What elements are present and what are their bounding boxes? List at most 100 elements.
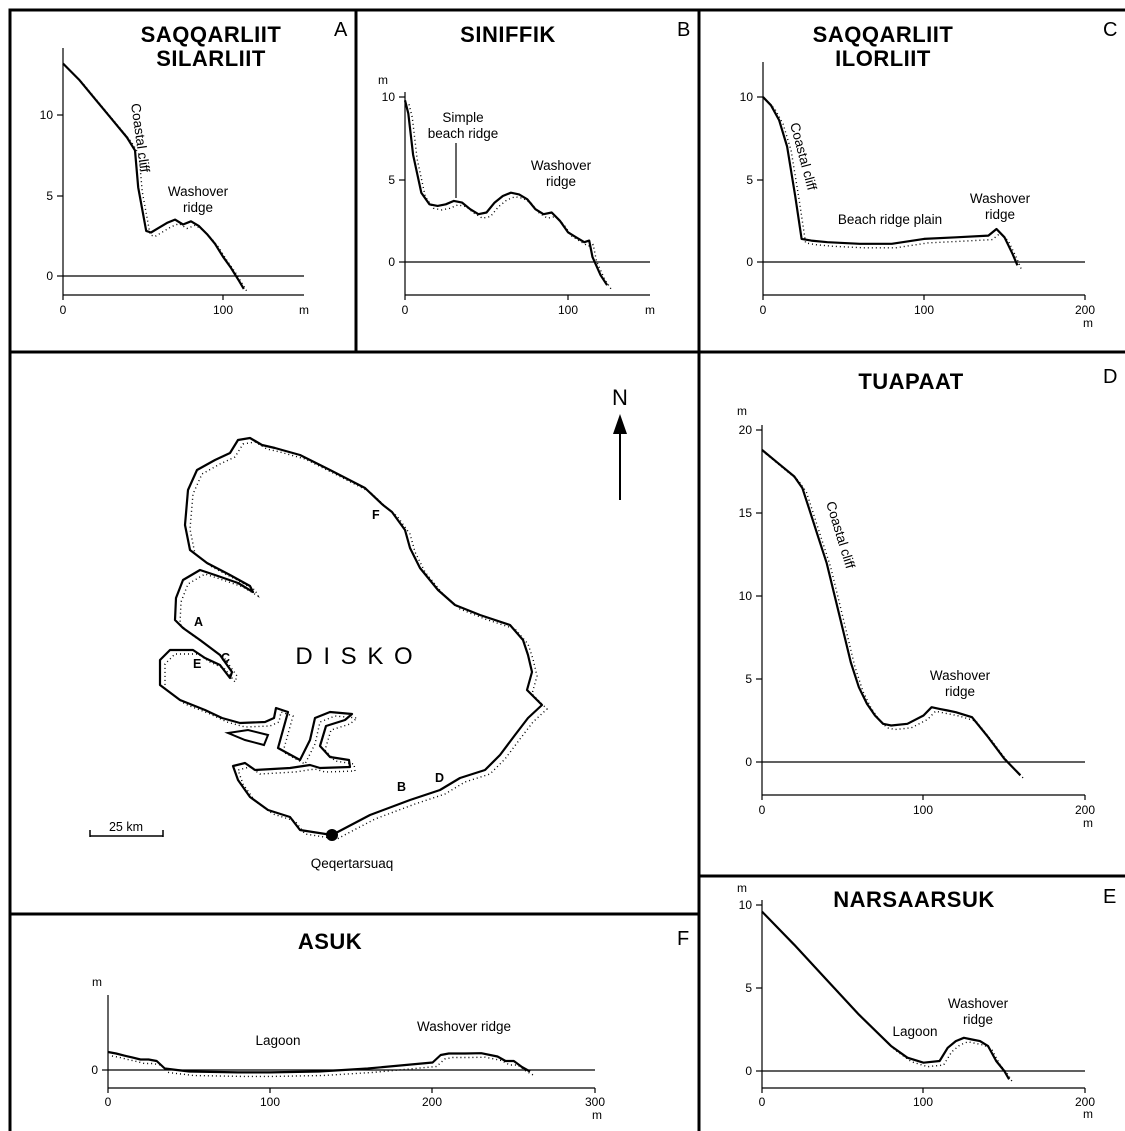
panel-a-title-line-2: SILARLIIT <box>156 46 266 71</box>
panel-b-label-ridge: ridge <box>546 174 576 189</box>
panel-d-profile-stipple <box>765 453 1025 780</box>
panel-e-y-tick-10: 10 <box>739 898 753 912</box>
panel-f-x-tick-300: 300 <box>585 1095 605 1109</box>
panel-a-profile-stipple <box>66 67 249 294</box>
panel-d-label-ridge: ridge <box>945 684 975 699</box>
panel-a-label-coastal-cliff: Coastal cliff <box>128 102 153 173</box>
panel-e-x-tick-200: 200 <box>1075 1095 1095 1109</box>
scale-bar <box>89 830 164 837</box>
panel-d-y-tick-20: 20 <box>739 423 753 437</box>
panel-c-y-tick-10: 10 <box>740 90 754 104</box>
panel-f-x-tick-0: 0 <box>105 1095 112 1109</box>
panel-c-label-beach-ridge-plain: Beach ridge plain <box>838 212 942 227</box>
panel-b-profile-line <box>403 100 609 286</box>
panel-c-title-line-1: SAQQARLIIT <box>813 22 954 47</box>
panel-e-y-unit: m <box>737 881 747 895</box>
panel-c-x-tick-0: 0 <box>760 303 767 317</box>
panel-b: SINIFFIK B m 10 5 0 0 100 m Simple beach… <box>378 19 690 317</box>
north-label: N <box>612 385 628 410</box>
panel-d-x-tick-0: 0 <box>759 803 766 817</box>
panel-b-y-tick-10: 10 <box>382 90 396 104</box>
panel-a-profile-line <box>62 62 245 290</box>
panel-e-x-unit: m <box>1083 1107 1093 1121</box>
disko-island-outline <box>158 436 549 840</box>
town-label: Qeqertarsuaq <box>311 856 394 871</box>
panel-d-axes <box>756 425 1086 800</box>
panel-b-x-tick-100: 100 <box>558 303 578 317</box>
panel-b-label-washover: Washover <box>531 158 592 173</box>
panel-a-x-tick-100: 100 <box>213 303 233 317</box>
panel-f-x-tick-100: 100 <box>260 1095 280 1109</box>
panel-e-x-tick-0: 0 <box>759 1095 766 1109</box>
panel-d-y-tick-10: 10 <box>739 589 753 603</box>
panel-f: ASUK F m 0 0 100 200 300 m Lagoon Washov… <box>91 928 689 1122</box>
panel-d-profile-line <box>761 449 1022 777</box>
panel-c-x-tick-100: 100 <box>914 303 934 317</box>
panel-c-y-tick-0: 0 <box>746 255 753 269</box>
panel-b-label-beach-ridge: beach ridge <box>428 126 499 141</box>
town-dot-icon <box>326 829 338 841</box>
panel-e-x-tick-100: 100 <box>913 1095 933 1109</box>
panel-frames <box>8 8 1125 1131</box>
panel-c-y-tick-5: 5 <box>746 173 753 187</box>
panel-c-label-washover: Washover <box>970 191 1031 206</box>
panel-d-y-tick-0: 0 <box>745 755 752 769</box>
panel-e-y-tick-0: 0 <box>745 1064 752 1078</box>
panel-e-profile-line <box>761 910 1011 1080</box>
panel-b-y-tick-0: 0 <box>388 255 395 269</box>
panel-f-profile-line <box>107 1050 531 1074</box>
panel-d-y-unit: m <box>737 404 747 418</box>
panel-e-letter: E <box>1103 886 1116 908</box>
panel-b-label-simple: Simple <box>442 110 483 125</box>
panel-f-title: ASUK <box>298 929 362 954</box>
panel-d-letter: D <box>1103 366 1117 388</box>
panel-c-axes <box>757 62 1086 300</box>
scale-label: 25 km <box>109 820 143 834</box>
panel-a-label-washover: Washover <box>168 184 229 199</box>
panel-b-title: SINIFFIK <box>460 22 556 47</box>
panel-c-x-tick-200: 200 <box>1075 303 1095 317</box>
panel-e-label-washover: Washover <box>948 996 1009 1011</box>
panel-f-axes <box>102 995 596 1093</box>
panel-d-x-tick-100: 100 <box>913 803 933 817</box>
panel-c: SAQQARLIIT ILORLIIT C 10 5 0 0 100 200 m… <box>740 19 1118 330</box>
map-panel: N D I S K O A B C D E F Qeqertarsuaq 25 … <box>89 385 628 871</box>
panel-e-title: NARSAARSUK <box>833 887 994 912</box>
north-arrow-icon <box>613 414 627 500</box>
panel-e-y-tick-5: 5 <box>745 981 752 995</box>
panel-d-y-tick-5: 5 <box>745 672 752 686</box>
map-marker-f: F <box>372 508 380 522</box>
panel-a-y-tick-5: 5 <box>46 189 53 203</box>
panel-a-axes <box>57 48 304 300</box>
panel-a: SAQQARLIIT SILARLIIT A 10 5 0 0 100 m Co… <box>40 19 348 317</box>
panel-d-title: TUAPAAT <box>858 369 963 394</box>
panel-d-label-washover: Washover <box>930 668 991 683</box>
panel-a-y-tick-10: 10 <box>40 108 54 122</box>
panel-a-x-unit: m <box>299 303 309 317</box>
island-label: D I S K O <box>295 643 414 670</box>
panel-a-letter: A <box>334 19 348 41</box>
panel-b-x-tick-0: 0 <box>402 303 409 317</box>
panel-f-y-unit: m <box>92 975 102 989</box>
map-marker-b: B <box>397 780 406 794</box>
panel-b-y-tick-5: 5 <box>388 173 395 187</box>
map-marker-a: A <box>194 615 203 629</box>
panel-f-letter: F <box>677 928 689 950</box>
panel-c-label-ridge: ridge <box>985 207 1015 222</box>
panel-f-x-tick-200: 200 <box>422 1095 442 1109</box>
panel-a-y-tick-0: 0 <box>46 269 53 283</box>
panel-b-profile-stipple <box>408 104 612 290</box>
map-marker-c: C <box>221 651 230 665</box>
map-marker-d: D <box>435 771 444 785</box>
panel-a-label-ridge: ridge <box>183 200 213 215</box>
panel-a-title-line-1: SAQQARLIIT <box>141 22 282 47</box>
panel-c-x-unit: m <box>1083 316 1093 330</box>
panel-d-y-tick-15: 15 <box>739 506 753 520</box>
panel-a-x-tick-0: 0 <box>60 303 67 317</box>
panel-f-x-unit: m <box>592 1108 602 1122</box>
panel-c-profile-line <box>762 96 1019 266</box>
panel-d: TUAPAAT D m 20 15 10 5 0 0 100 200 m Coa… <box>737 366 1117 830</box>
panel-e: NARSAARSUK E m 10 5 0 0 100 200 m Lagoon… <box>737 881 1116 1121</box>
panel-d-label-coastal-cliff: Coastal cliff <box>823 499 858 570</box>
panel-d-x-unit: m <box>1083 816 1093 830</box>
